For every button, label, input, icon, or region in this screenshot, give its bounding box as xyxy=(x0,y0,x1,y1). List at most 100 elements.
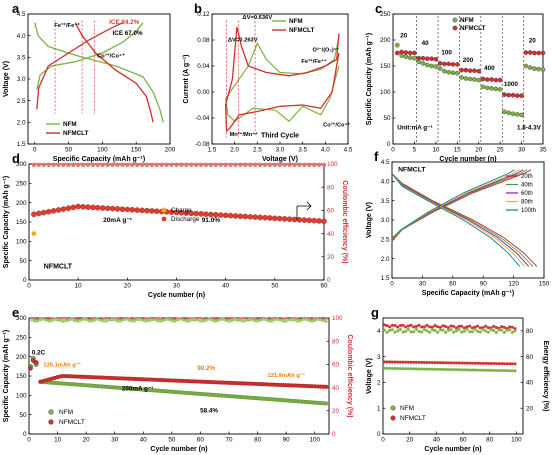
y2-axis-label: Coulombic efficiency (%) xyxy=(341,180,348,263)
y-tick-label: 300 xyxy=(16,315,27,322)
nfmclt-energy-efficiency-point xyxy=(508,325,512,329)
nfm-voltage-point xyxy=(390,366,394,370)
x-tick-label: 50 xyxy=(271,283,279,290)
nfm-energy-efficiency-point xyxy=(497,328,501,332)
nfm-voltage-point xyxy=(502,369,506,373)
nfm-energy-efficiency-point xyxy=(406,327,410,331)
y2-tick-label: 0 xyxy=(327,277,331,284)
coulombic-efficiency-point xyxy=(253,317,257,321)
nfm-energy-efficiency-point xyxy=(502,330,506,334)
coulombic-efficiency-point xyxy=(107,318,111,322)
coulombic-efficiency-point xyxy=(85,162,91,168)
coulombic-efficiency-point xyxy=(216,319,220,323)
coulombic-efficiency-point xyxy=(66,162,71,168)
annotation-text: NFMCLT xyxy=(398,167,426,174)
nfmclt-voltage-point xyxy=(396,360,400,364)
nfm-voltage-point xyxy=(436,367,440,371)
nfmclt-voltage-point xyxy=(406,360,410,364)
nfm-energy-efficiency-point xyxy=(494,330,498,334)
nfm-energy-efficiency-point xyxy=(465,327,469,331)
coulombic-efficiency-point xyxy=(81,317,85,321)
nfmclt-energy-efficiency-point xyxy=(406,324,410,328)
coulombic-efficiency-point xyxy=(164,317,168,321)
x-tick-label: 0 xyxy=(27,283,31,290)
discharge-point xyxy=(50,208,57,214)
nfmclt-energy-efficiency-point xyxy=(396,325,400,329)
coulombic-efficiency-point xyxy=(181,318,185,322)
nfm-point xyxy=(476,77,482,83)
nfmclt-point xyxy=(433,56,439,62)
coulombic-efficiency-point xyxy=(67,317,71,321)
nfm-energy-efficiency-point xyxy=(388,328,392,332)
y-tick-label: 3.0 xyxy=(17,76,26,83)
discharge-point xyxy=(129,206,136,213)
nfmclt-point xyxy=(484,77,490,82)
discharge-point xyxy=(267,215,273,221)
nfm-point xyxy=(497,87,503,92)
coulombic-efficiency-point xyxy=(53,318,57,322)
coulombic-efficiency-point xyxy=(134,162,140,168)
annotation-text: 58.4% xyxy=(200,408,218,415)
nfm-point xyxy=(540,67,546,72)
panel-label: f xyxy=(374,149,379,164)
nfmclt-voltage-point xyxy=(388,360,392,364)
y-tick-label: 200 xyxy=(16,354,27,361)
discharge-point xyxy=(139,207,145,214)
coulombic-efficiency-point xyxy=(125,162,130,168)
coulombic-efficiency-point xyxy=(272,162,278,168)
nfmclt-energy-efficiency-point xyxy=(457,324,461,328)
nfm-voltage-point xyxy=(494,368,498,372)
nfm-voltage-point xyxy=(433,367,437,371)
x-tick-label: 60 xyxy=(449,281,457,288)
y-axis-label: Voltage (V) xyxy=(366,202,373,238)
coulombic-efficiency-point xyxy=(276,317,280,321)
nfmclt-voltage-point xyxy=(473,361,477,365)
legend-label-nfm: NFM xyxy=(63,121,77,128)
discharge-point xyxy=(311,217,317,224)
nfmclt-energy-efficiency-point xyxy=(478,326,482,330)
coulombic-efficiency-point xyxy=(133,319,137,323)
coulombic-efficiency-point xyxy=(324,319,328,323)
nfm-point xyxy=(429,63,434,69)
nfmclt-voltage-point xyxy=(428,361,432,365)
coulombic-efficiency-point xyxy=(104,316,108,320)
coulombic-efficiency-point xyxy=(213,319,217,323)
nfm-voltage-point xyxy=(409,367,413,371)
coulombic-efficiency-point xyxy=(190,318,194,322)
nfm-voltage-point xyxy=(492,368,496,372)
nfm-voltage-point xyxy=(449,368,453,372)
nfm-point xyxy=(523,63,529,69)
x-tick-label: 100 xyxy=(511,437,522,444)
nfmclt-point xyxy=(407,50,413,56)
nfmclt-voltage-point xyxy=(513,362,517,366)
nfm-point xyxy=(442,68,447,74)
coulombic-efficiency-point xyxy=(311,162,317,168)
annotation-text: NFMCLT xyxy=(44,263,73,270)
nfm-voltage-point xyxy=(406,367,410,371)
discharge-point xyxy=(296,216,303,223)
coulombic-efficiency-point xyxy=(58,318,62,322)
coulombic-efficiency-point xyxy=(90,162,96,168)
x-tick-label: 150 xyxy=(539,281,550,288)
nfmclt-point xyxy=(510,92,516,98)
coulombic-efficiency-point xyxy=(267,319,271,323)
discharge-point xyxy=(40,209,47,216)
coulombic-efficiency-point xyxy=(247,317,251,321)
coulombic-efficiency-point xyxy=(296,319,300,323)
coulombic-efficiency-point xyxy=(204,318,208,322)
nfm-energy-efficiency-point xyxy=(452,330,456,334)
x-tick-label: 5 xyxy=(413,147,417,154)
y-tick-label: 2.5 xyxy=(381,237,390,244)
x-tick-label: 80 xyxy=(486,437,494,444)
nfm-point xyxy=(493,86,499,92)
annotation-text: Third Cycle xyxy=(261,133,299,140)
nfm-voltage-point xyxy=(385,366,389,370)
nfm-point xyxy=(480,84,486,90)
nfm-point xyxy=(403,54,409,59)
nfm-energy-efficiency-point xyxy=(500,328,504,332)
nfm-energy-efficiency-point xyxy=(478,330,482,334)
nfm-voltage-point xyxy=(398,367,402,371)
y-tick-label: 1 xyxy=(377,405,381,412)
nfm-energy-efficiency-point xyxy=(470,330,474,334)
nfmclt-point xyxy=(33,360,39,365)
